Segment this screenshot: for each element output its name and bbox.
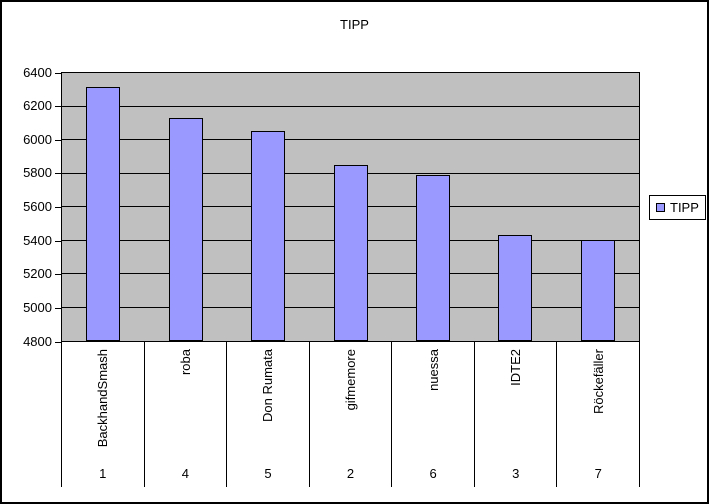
y-axis-tick <box>55 73 62 74</box>
y-axis-tick <box>55 274 62 275</box>
category-cell: BackhandSmash 1 <box>62 342 145 487</box>
y-axis-label: 5400 <box>23 233 52 248</box>
category-cell: IDTE2 3 <box>475 342 558 487</box>
y-axis-tick <box>55 342 62 343</box>
bar <box>169 118 203 341</box>
chart-title: TIPP <box>340 17 369 32</box>
category-label: BackhandSmash <box>95 349 111 448</box>
y-axis-label: 5600 <box>23 199 52 214</box>
category-label: nuessa <box>425 349 441 391</box>
gridline <box>62 105 639 107</box>
y-axis-label: 5000 <box>23 300 52 315</box>
category-label: IDTE2 <box>508 349 524 386</box>
legend: TIPP <box>649 195 706 220</box>
bar <box>251 131 285 341</box>
plot-area <box>61 72 640 342</box>
bar <box>334 165 368 341</box>
category-cell: nuessa 6 <box>392 342 475 487</box>
y-axis-tick <box>55 106 62 107</box>
category-number: 2 <box>346 466 355 481</box>
gridline <box>62 139 639 140</box>
bar <box>86 87 120 341</box>
y-axis-tick <box>55 308 62 309</box>
category-number: 5 <box>264 466 272 481</box>
category-label: Don Rumata <box>260 349 276 422</box>
y-axis-label: 6200 <box>23 98 52 113</box>
y-axis-label: 5800 <box>23 165 52 180</box>
bar <box>416 175 450 341</box>
bar <box>498 235 532 341</box>
category-label: gifmemore <box>343 349 359 411</box>
y-axis-label: 4800 <box>23 334 52 349</box>
category-number: 1 <box>99 466 107 481</box>
category-cell: Röckefäller 7 <box>557 342 641 487</box>
legend-label: TIPP <box>670 200 699 215</box>
category-label: roba <box>177 349 193 376</box>
category-cell: gifmemore 2 <box>310 342 393 487</box>
x-axis-category-area: BackhandSmash 1 roba 4 Don Rumata 5 gifmemore 2… <box>61 342 641 487</box>
category-number: 4 <box>181 466 189 481</box>
y-axis-label: 6400 <box>23 65 52 80</box>
category-number: 3 <box>512 466 520 481</box>
bar <box>581 240 615 341</box>
y-axis-tick <box>55 140 62 141</box>
category-cell: roba 4 <box>145 342 228 487</box>
y-axis-label: 6000 <box>23 132 52 147</box>
y-axis-tick <box>55 241 62 242</box>
y-axis-label: 5200 <box>23 266 52 281</box>
y-axis-tick <box>55 207 62 208</box>
category-cell: Don Rumata 5 <box>227 342 310 487</box>
y-axis-tick <box>55 173 62 174</box>
legend-swatch-icon <box>656 203 665 212</box>
category-label: Röckefäller <box>590 349 606 415</box>
category-number: 7 <box>594 466 602 481</box>
category-number: 6 <box>429 466 437 481</box>
